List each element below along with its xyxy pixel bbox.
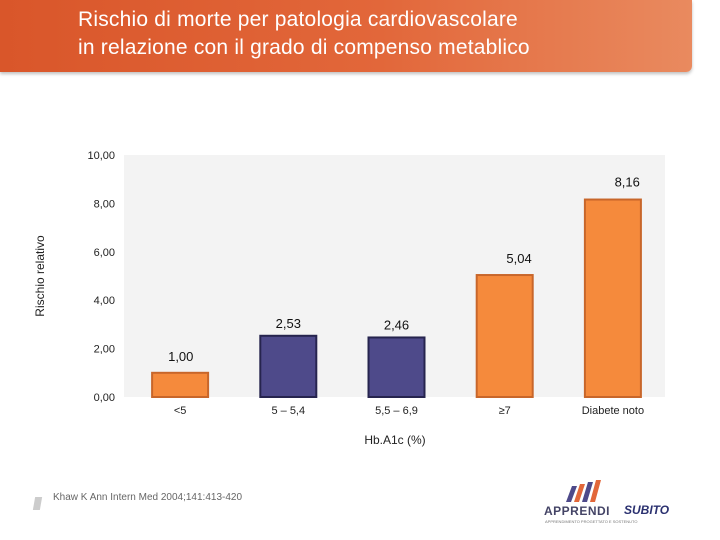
y-tick-label: 6,00: [94, 247, 115, 259]
y-axis-label: Rischio relativo: [33, 235, 47, 317]
apprendi-logo-text: APPRENDI: [544, 504, 611, 518]
apprendi-logo-subtext: APPRENDIMENTO PROGETTATO E SOSTENUTO: [545, 519, 638, 524]
page-title-line-1: Rischio di morte per patologia cardiovas…: [78, 8, 518, 31]
y-tick-label: 8,00: [94, 198, 115, 210]
data-label: 5,04: [506, 251, 531, 266]
y-tick-label: 0,00: [94, 392, 115, 404]
data-label: 8,16: [615, 175, 640, 190]
title-banner: Rischio di morte per patologia cardiovas…: [0, 0, 692, 72]
data-label: 2,46: [384, 317, 409, 332]
x-axis-label: Hb.A1c (%): [364, 433, 425, 447]
apprendi-logo-icon: [566, 480, 601, 502]
y-tick-label: 2,00: [94, 344, 115, 356]
y-tick-label: 10,00: [87, 150, 115, 162]
x-tick-label: <5: [174, 405, 187, 417]
bar: [475, 274, 534, 399]
x-tick-label: ≥7: [499, 405, 511, 417]
data-label: 1,00: [168, 349, 193, 364]
data-label: 2,53: [276, 316, 301, 331]
page-title-line-2: in relazione con il grado di compenso me…: [78, 36, 530, 59]
citation-text: Khaw K Ann Intern Med 2004;141:413-420: [53, 492, 243, 503]
x-tick-label: 5,5 – 6,9: [375, 405, 418, 417]
x-tick-label: Diabete noto: [582, 405, 644, 417]
subito-logo-text: SUBITO: [624, 503, 670, 517]
bar: [583, 198, 642, 398]
x-tick-label: 5 – 5,4: [271, 405, 305, 417]
bar: [367, 336, 426, 398]
y-tick-label: 4,00: [94, 295, 115, 307]
bar: [151, 371, 210, 398]
bar: [259, 334, 318, 398]
